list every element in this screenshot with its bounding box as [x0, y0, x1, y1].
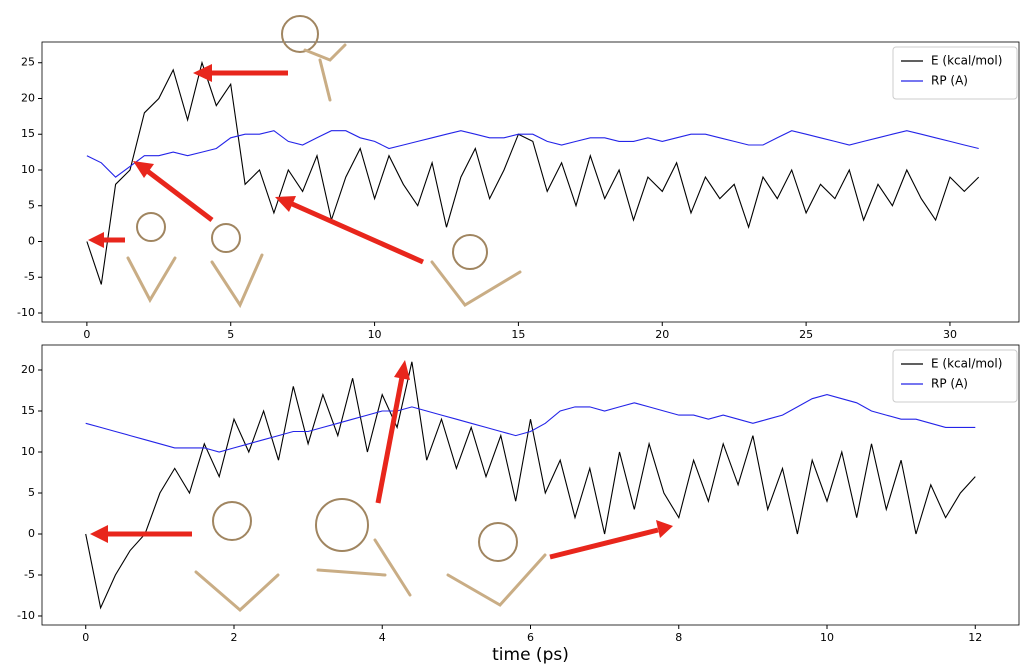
- y-tick-label: -10: [17, 609, 35, 622]
- y-tick-label: 25: [21, 56, 35, 69]
- series-line: [86, 395, 976, 452]
- x-tick-label: 12: [968, 631, 982, 644]
- y-tick-label: 20: [21, 363, 35, 376]
- series-line: [87, 131, 979, 177]
- page: {"chart_data":[ {"type":"line", "x":[0,0…: [0, 0, 1020, 666]
- molecule: [128, 213, 175, 300]
- x-tick-label: 20: [655, 328, 669, 341]
- y-tick-label: -5: [24, 568, 35, 581]
- x-tick-label: 4: [379, 631, 386, 644]
- y-tick-label: 0: [28, 527, 35, 540]
- molecule: [196, 502, 278, 610]
- y-tick-label: 10: [21, 445, 35, 458]
- x-tick-label: 2: [230, 631, 237, 644]
- x-tick-label: 0: [83, 328, 90, 341]
- y-tick-label: -5: [24, 270, 35, 283]
- legend-label: E (kcal/mol): [931, 357, 1002, 371]
- subplot: 0 2 4 6 8 10 12 -10 -5 0 5 10 15 20 time (ps) E (kcal/m…: [17, 345, 1019, 665]
- molecule: [432, 235, 520, 305]
- x-axis-label: time (ps): [492, 645, 569, 665]
- molecule: [448, 523, 545, 605]
- legend-label: E (kcal/mol): [931, 54, 1002, 68]
- figure: 051015202530-10-50510152025E (kcal/mol)R…: [0, 0, 1020, 666]
- annotations: [88, 16, 673, 610]
- x-tick-label: 0: [82, 631, 89, 644]
- x-tick-label: 6: [527, 631, 534, 644]
- x-tick-label: 8: [675, 631, 682, 644]
- x-tick-label: 15: [511, 328, 525, 341]
- y-tick-label: 15: [21, 404, 35, 417]
- subplot: 0 5 10 15 20 25 30 -10 -5 0 5 10 15 20 25 E (kcal/mol) R…: [17, 42, 1019, 341]
- x-tick-label: 10: [368, 328, 382, 341]
- x-tick-label: 30: [943, 328, 957, 341]
- axes-frame: [42, 345, 1019, 625]
- x-tick-label: 10: [820, 631, 834, 644]
- legend-label: RP (A): [931, 74, 968, 88]
- y-tick-label: 15: [21, 127, 35, 140]
- molecule: [316, 499, 410, 595]
- y-tick-label: 20: [21, 91, 35, 104]
- y-tick-label: 0: [28, 234, 35, 247]
- y-tick-label: -10: [17, 306, 35, 319]
- y-tick-label: 5: [28, 486, 35, 499]
- axes-frame: [42, 42, 1019, 322]
- x-tick-label: 5: [227, 328, 234, 341]
- y-tick-label: 5: [28, 199, 35, 212]
- x-tick-label: 25: [799, 328, 813, 341]
- legend-label: RP (A): [931, 377, 968, 391]
- y-tick-label: 10: [21, 163, 35, 176]
- molecule: [282, 16, 345, 100]
- molecule: [212, 224, 262, 305]
